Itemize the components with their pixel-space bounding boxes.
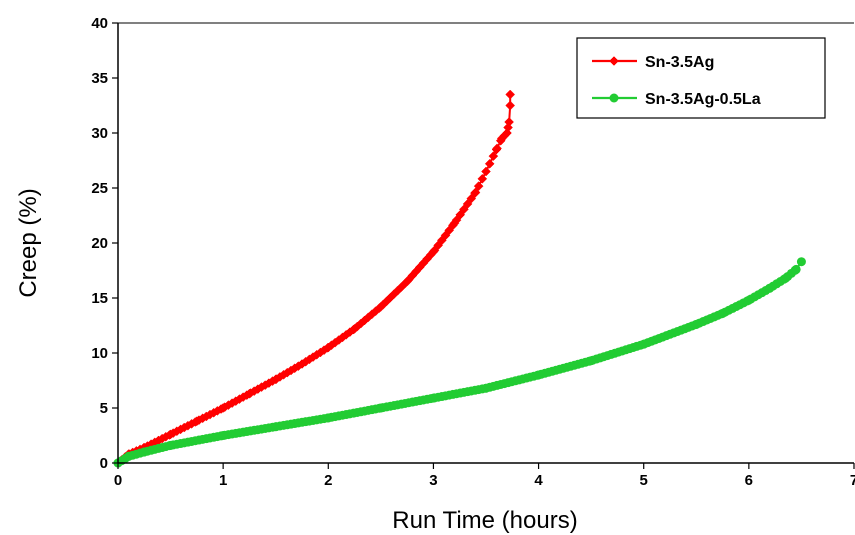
series-sample-marker	[484, 158, 495, 169]
data-point	[402, 276, 412, 287]
x-tick-label: 5	[640, 472, 648, 489]
data-point	[139, 447, 149, 457]
ticks-layer: 0 1 2 3 4 5 6 7 0 5 10 15 20 25 30 35 40	[91, 15, 855, 489]
y-tick-label: 40	[91, 15, 108, 32]
data-point	[165, 429, 176, 440]
data-point	[166, 440, 176, 450]
legend: Sn-3.5Ag Sn-3.5Ag-0.5La	[576, 37, 826, 119]
data-point	[505, 89, 516, 100]
data-point	[791, 264, 801, 274]
data-point	[744, 295, 754, 305]
x-tick-label: 2	[324, 472, 332, 489]
y-tick-label: 25	[91, 180, 108, 197]
data-point	[586, 356, 596, 366]
y-tick-label: 10	[91, 345, 108, 362]
data-point	[192, 416, 202, 427]
data-point	[491, 144, 502, 155]
y-tick-label: 0	[100, 455, 108, 472]
data-point	[323, 413, 333, 423]
y-tick-label: 15	[91, 290, 108, 307]
legend-label: Sn-3.5Ag	[645, 54, 714, 71]
data-point	[376, 403, 386, 413]
y-tick-label: 35	[91, 70, 108, 87]
y-tick-label: 5	[100, 400, 108, 417]
data-point	[124, 451, 134, 461]
y-tick-label: 30	[91, 125, 108, 142]
x-tick-label: 6	[745, 472, 753, 489]
series-layer	[113, 89, 806, 468]
y-axis-title: Creep (%)	[15, 188, 42, 297]
data-point	[428, 393, 438, 403]
legend-label: Sn-3.5Ag-0.5La	[645, 91, 761, 108]
series-sample-marker	[473, 181, 484, 191]
x-tick-label: 4	[534, 472, 543, 489]
series-sample-marker	[488, 151, 499, 161]
data-point	[691, 319, 701, 329]
x-tick-label: 7	[850, 472, 855, 489]
data-point	[428, 246, 439, 257]
data-point	[470, 187, 481, 198]
x-tick-label: 0	[114, 472, 122, 489]
data-point	[765, 283, 775, 293]
data-point	[534, 370, 544, 380]
data-point	[271, 422, 281, 432]
legend-marker	[609, 56, 619, 66]
data-point	[504, 117, 514, 127]
legend-marker	[609, 93, 619, 103]
data-point	[496, 133, 507, 144]
legend-box	[576, 37, 826, 119]
data-point	[639, 339, 649, 349]
y-tick-label: 20	[91, 235, 108, 252]
data-point	[505, 100, 516, 111]
x-tick-label: 3	[429, 472, 437, 489]
data-point	[481, 166, 491, 177]
data-point	[376, 301, 386, 312]
series-sample-marker	[477, 173, 488, 184]
data-point	[481, 383, 491, 393]
data-point	[323, 342, 334, 353]
data-point	[449, 218, 460, 229]
data-point	[218, 403, 228, 413]
data-point	[218, 431, 228, 440]
x-axis-title: Run Time (hours)	[392, 507, 577, 534]
data-point	[781, 273, 791, 283]
series-1	[113, 257, 806, 468]
data-point	[244, 388, 255, 399]
data-point	[718, 308, 728, 318]
x-tick-label: 1	[219, 472, 227, 489]
data-point	[796, 257, 806, 267]
data-point	[349, 323, 360, 334]
data-point	[297, 359, 307, 369]
data-point	[502, 128, 512, 138]
data-point	[270, 374, 281, 385]
